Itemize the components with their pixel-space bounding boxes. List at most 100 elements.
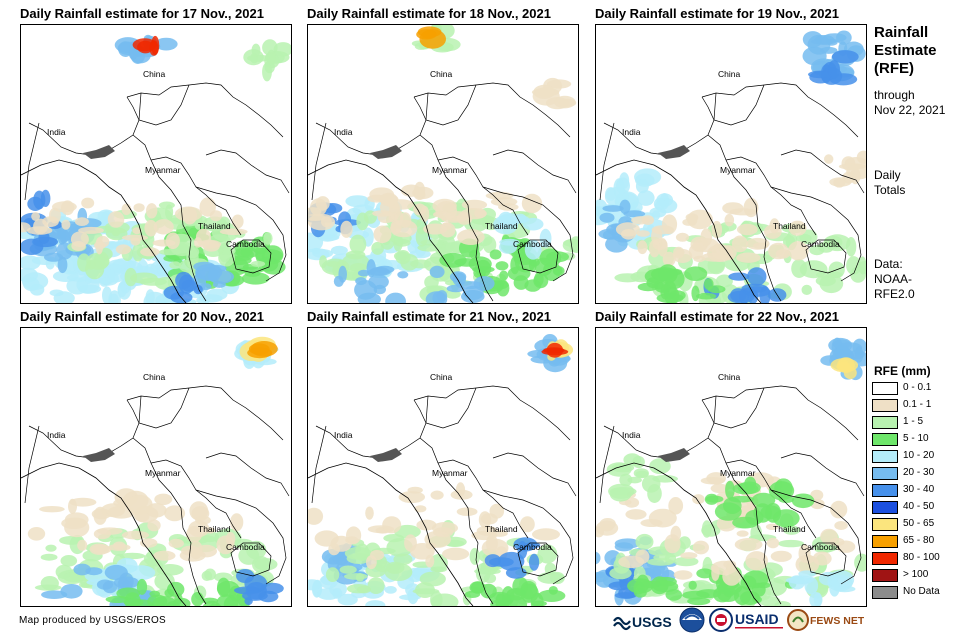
rain-patch [308,207,322,216]
rain-patch [154,37,178,51]
rain-patch [596,571,609,583]
country-border [770,489,862,585]
rain-patch [116,587,141,600]
rain-patch [496,279,510,297]
country-border [425,387,477,429]
rain-patch [658,264,678,284]
rain-patch [81,197,95,209]
rain-patch [673,570,693,580]
rain-patch [498,203,519,211]
rain-patch [423,223,448,235]
rain-patch [356,585,371,594]
rain-patch [119,552,146,560]
coastline [21,462,187,606]
country-border [517,239,559,274]
rain-patch [168,538,184,548]
rain-patch [248,343,270,355]
country-label-cambodia: Cambodia [513,542,552,552]
rain-patch [725,480,735,500]
country-label-china: China [718,372,740,382]
rainfall-panel-nov22: Daily Rainfall estimate for 22 Nov., 202… [595,309,867,613]
country-border [780,149,865,194]
country-label-myanmar: Myanmar [720,165,756,175]
rain-patch [522,542,541,549]
country-label-thailand: Thailand [773,221,806,231]
noaa-logo [678,605,706,635]
rain-patch [121,203,132,215]
rainfall-field [308,334,574,606]
rain-patch [31,212,40,221]
rain-patch [414,181,426,199]
country-border [437,459,529,539]
rain-patch [74,217,89,227]
rain-patch [70,231,89,247]
country-border [492,452,577,497]
legend-item: 50 - 65 [872,516,962,533]
map-svg: China India Myanmar Thailand Cambodia [21,336,290,606]
legend-swatch [872,416,898,429]
country-label-india: India [622,127,641,137]
country-label-china: China [718,69,740,79]
rain-patch [456,507,478,516]
legend-swatch [872,450,898,463]
rain-patch [456,212,473,225]
rain-patch [701,252,728,262]
country-border [419,134,494,302]
rain-patch [637,282,659,292]
rain-patch [158,201,175,209]
rain-patch [833,178,846,188]
rain-patch [373,225,392,244]
rain-patch [325,567,340,582]
legend-label: 0 - 0.1 [903,382,932,393]
rain-patch [845,237,857,257]
rain-patch [104,564,128,581]
panel-title: Daily Rainfall estimate for 20 Nov., 202… [20,309,264,324]
legend-item: 0 - 0.1 [872,380,962,397]
rain-patch [371,241,384,255]
rain-patch [345,250,366,260]
country-label-myanmar: Myanmar [145,165,181,175]
country-border [315,399,427,459]
rainfall-map: China India Myanmar Thailand Cambodia [595,24,867,304]
rain-patch [769,218,780,234]
rain-patch [520,516,535,533]
rain-patch [216,535,235,555]
rain-patch [636,230,650,237]
rain-patch [544,562,557,576]
side-through: through Nov 22, 2021 [874,88,945,118]
rain-patch [457,229,485,245]
rain-patch [308,232,324,253]
rain-patch [637,240,648,255]
rain-patch [701,520,712,538]
legend-swatch [872,382,898,395]
rain-patch [370,549,385,561]
legend-label: > 100 [903,569,929,580]
rain-patch [498,211,514,229]
rainfall-panel-nov17: Daily Rainfall estimate for 17 Nov., 202… [20,6,292,310]
rain-patch [510,256,520,275]
rain-patch [385,292,406,303]
rain-patch [569,236,578,253]
rain-patch [231,214,244,229]
map-svg: China India Myanmar Thailand Cambodia [308,334,577,606]
country-label-cambodia: Cambodia [226,542,265,552]
rain-patch [715,274,733,288]
rain-patch [130,272,158,284]
rain-patch [728,272,750,281]
rain-patch [724,213,735,227]
rain-patch [745,551,768,571]
rain-patch [368,274,389,290]
rain-patch [346,230,370,240]
usgs-logo-text: USGS [632,614,672,630]
rain-patch [85,259,105,280]
legend-item: No Data [872,584,962,601]
rain-patch [469,581,486,594]
rain-patch [209,210,223,222]
country-border [311,425,327,504]
rainfall-map: China India Myanmar Thailand Cambodia [307,24,579,304]
rain-patch [684,266,708,281]
country-border [138,387,190,429]
rain-patch [420,205,430,223]
rain-patch [808,70,833,79]
rain-patch [204,568,217,581]
